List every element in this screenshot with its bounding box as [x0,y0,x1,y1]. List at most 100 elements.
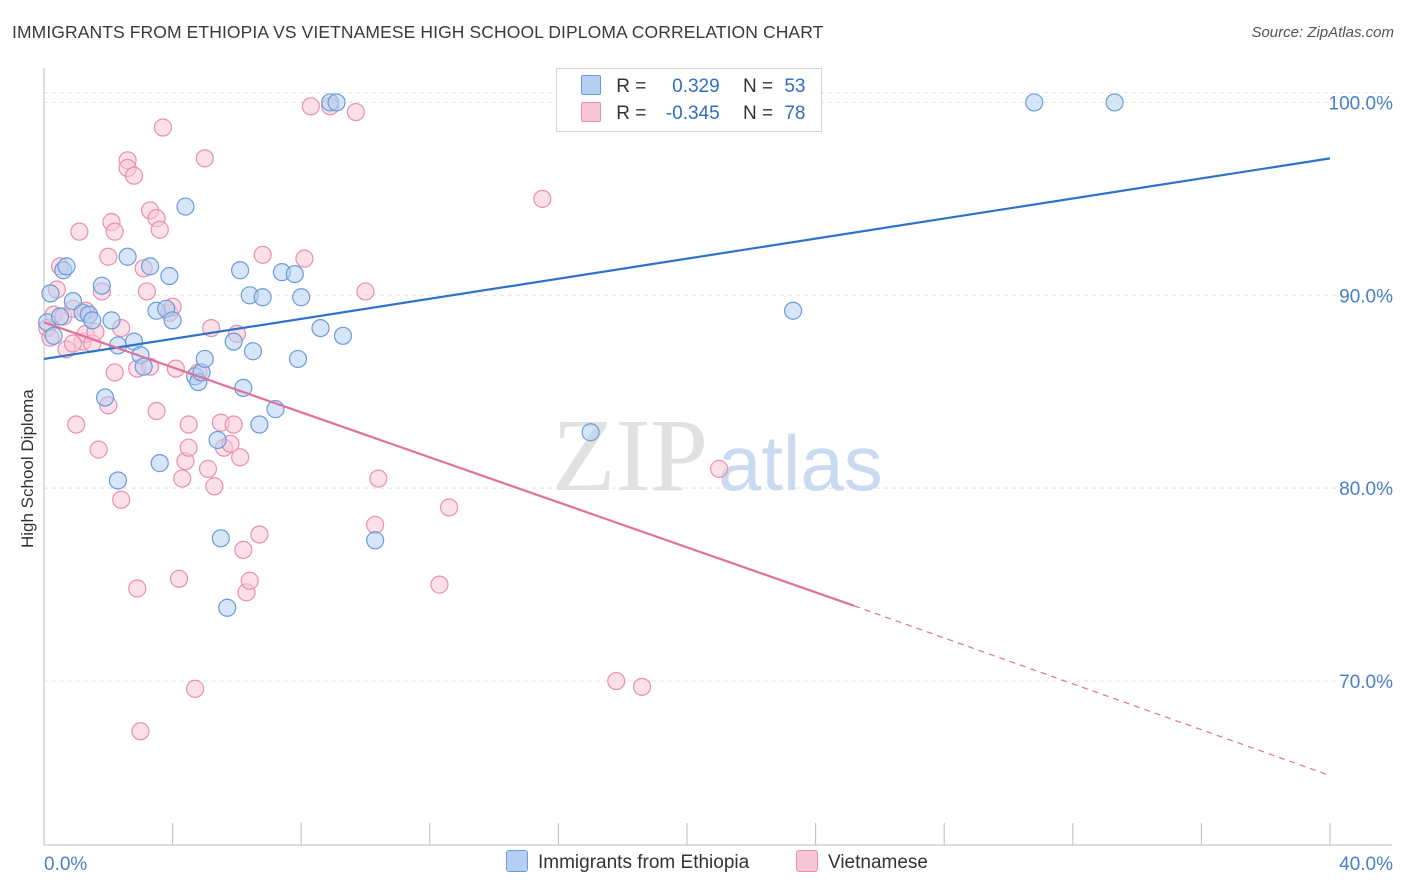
ethiopia-point [253,288,272,307]
y-tick-label: 80.0% [1339,479,1393,500]
vietnamese-point [346,102,365,122]
vietnamese-point [99,247,118,266]
vietnamese-point [198,459,218,478]
legend-vietnamese[interactable]: Vietnamese [796,850,928,874]
ethiopia-point [160,266,179,286]
y-tick-label: 90.0% [1339,286,1393,307]
tick-labels: 70.0% 80.0% 90.0% 100.0% 0.0% 40.0% [44,93,1393,875]
vietnamese-point [70,222,89,241]
ethiopia-point [57,257,76,276]
ethiopia-point [285,264,304,284]
vietnamese-point [169,569,189,588]
ethiopia-point [327,93,346,112]
ethiopia-point [50,307,70,326]
vietnamese-point [63,334,83,353]
r-value: 0.329 [672,76,720,97]
vietnamese-point [231,448,250,467]
vietnamese-point [128,579,147,598]
ethiopia-point [224,332,243,351]
ethiopia-point [208,430,227,450]
n-label: N = [742,103,774,124]
vietnamese-swatch [581,102,601,122]
vietnamese-point [124,166,144,185]
vietnamese-point [89,440,108,459]
legend-label: Vietnamese [828,852,928,873]
ethiopia-point [176,197,195,216]
vietnamese-trend-line [43,321,855,607]
x-tick-label: 0.0% [44,854,87,875]
vietnamese-point [240,571,259,590]
n-value: 53 [784,76,806,97]
ethiopia-point [333,326,353,345]
watermark: ZIP atlas [552,398,883,513]
ethiopia-point [243,342,263,361]
vietnamese-point [607,671,626,691]
vietnamese-point [150,220,169,239]
vietnamese-point [173,469,192,488]
trend-lines [43,157,1331,777]
vietnamese-point [439,498,459,517]
vietnamese-point [105,363,124,382]
ethiopia-point [581,423,600,442]
ethiopia-point [102,311,121,330]
ethiopia-point [83,311,102,330]
vietnamese-point [710,459,729,478]
legend-label: Immigrants from Ethiopia [538,852,750,873]
vietnamese-point [430,575,449,594]
ethiopia-point [211,529,230,548]
ethiopia-point [44,326,63,345]
vietnamese-point [179,415,198,434]
vietnamese-point [137,282,156,301]
ethiopia-points [38,93,1124,617]
x-tick-label: 40.0% [1339,854,1393,875]
ethiopia-point [118,247,137,266]
r-label: R = [616,103,647,124]
vietnamese-point [369,469,388,488]
vietnamese-point [632,677,652,696]
y-tick-label: 70.0% [1339,672,1393,693]
vietnamese-point [253,245,272,264]
vietnamese-point [105,222,124,241]
vietnamese-point [153,118,173,137]
vietnamese-point [366,515,385,534]
vietnamese-point [112,490,131,509]
vietnamese-point [356,282,375,301]
vietnamese-point [250,525,269,544]
ethiopia-point [92,276,111,295]
y-tick-label: 100.0% [1329,93,1394,114]
stats-box: R = 0.329 N = 53 R = -0.345 N = 78 [556,68,822,132]
ethiopia-legend-swatch [506,850,528,872]
legend-ethiopia[interactable]: Immigrants from Ethiopia [506,850,749,874]
vietnamese-point [301,97,320,116]
vietnamese-point [295,249,314,268]
ethiopia-point [234,378,253,397]
stats-row-vietnamese: R = -0.345 N = 78 [581,102,805,128]
vietnamese-point [186,679,205,698]
ethiopia-point [366,531,385,550]
r-label: R = [616,76,647,97]
ethiopia-point [783,301,803,320]
chart-title: IMMIGRANTS FROM ETHIOPIA VS VIETNAMESE H… [12,22,824,42]
ethiopia-point [1105,93,1124,112]
vietnamese-point [234,540,253,560]
n-label: N = [742,76,774,97]
ethiopia-point [288,349,308,369]
ethiopia-point [108,471,128,490]
vietnamese-point [195,149,214,168]
ethiopia-point [95,388,115,407]
vietnamese-point [533,189,552,208]
ethiopia-point [134,357,153,376]
ethiopia-point [250,415,269,434]
ethiopia-point [1025,93,1044,112]
ethiopia-point [140,257,160,276]
ethiopia-swatch [581,75,601,95]
ethiopia-point [231,261,250,280]
n-value: 78 [784,103,806,124]
ethiopia-point [195,349,214,369]
vietnamese-legend-swatch [796,850,818,872]
ethiopia-point [163,311,182,330]
vietnamese-point [205,477,224,496]
ethiopia-point [292,288,311,307]
vietnamese-trend-extension [853,605,1331,777]
